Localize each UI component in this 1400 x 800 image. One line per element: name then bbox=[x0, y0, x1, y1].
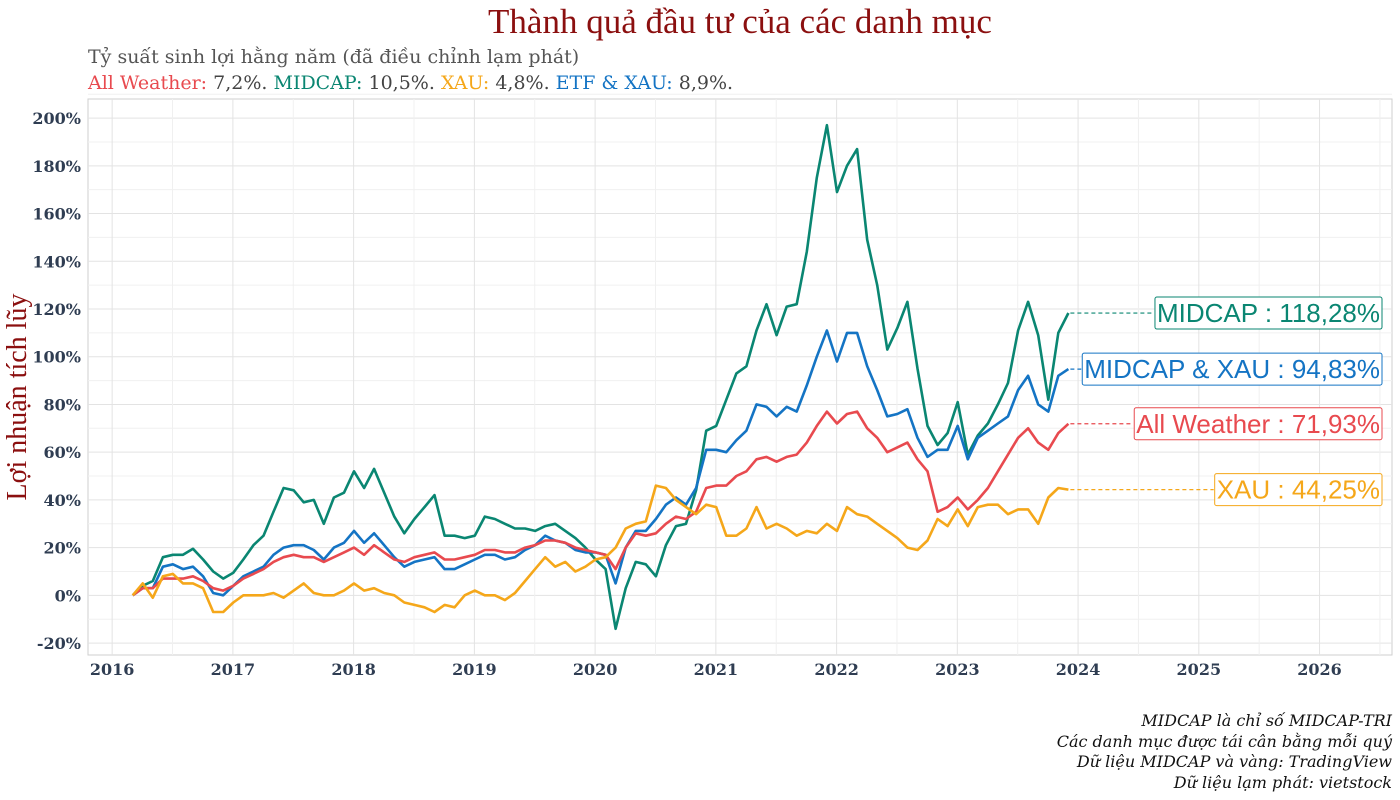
end-label-midcap: MIDCAP : 118,28% bbox=[1154, 296, 1383, 330]
x-tick-label: 2019 bbox=[452, 660, 497, 679]
y-tick-label: 200% bbox=[32, 109, 81, 128]
y-tick-label: 120% bbox=[32, 300, 81, 319]
summary-value-etf-xau: 8,9%. bbox=[678, 72, 734, 94]
y-tick-label: 100% bbox=[32, 348, 81, 367]
summary-name-all-weather: All Weather: bbox=[88, 72, 208, 94]
end-label-box bbox=[1154, 296, 1383, 330]
chart-title: Thành quả đầu tư của các danh mục bbox=[488, 2, 992, 41]
footnote: MIDCAP là chỉ số MIDCAP-TRI bbox=[1141, 711, 1392, 730]
end-label-text: MIDCAP : 118,28% bbox=[1157, 298, 1380, 328]
y-tick-label: 0% bbox=[55, 586, 81, 605]
end-label-text: All Weather : 71,93% bbox=[1136, 409, 1380, 439]
y-axis-label: Lợi nhuận tích lũy bbox=[2, 294, 33, 501]
summary-name-etf-xau: ETF & XAU: bbox=[555, 72, 673, 94]
y-tick-label: 160% bbox=[32, 205, 81, 224]
end-label-box bbox=[1133, 407, 1383, 441]
end-label-text: MIDCAP & XAU : 94,83% bbox=[1084, 354, 1380, 384]
footnote: Dữ liệu lạm phát: vietstock bbox=[1173, 772, 1392, 792]
end-label-box bbox=[1081, 352, 1383, 386]
x-tick-label: 2023 bbox=[935, 660, 980, 679]
end-label-all-weather: All Weather : 71,93% bbox=[1133, 407, 1383, 441]
y-tick-label: 180% bbox=[32, 157, 81, 176]
end-label-box bbox=[1214, 473, 1383, 507]
summary-value-midcap: 10,5%. bbox=[368, 72, 435, 94]
x-tick-label: 2024 bbox=[1056, 660, 1101, 679]
summary-value-all-weather: 7,2%. bbox=[213, 72, 268, 94]
x-tick-label: 2022 bbox=[814, 660, 859, 679]
y-tick-label: 60% bbox=[44, 443, 81, 462]
end-label-xau: XAU : 44,25% bbox=[1214, 473, 1383, 507]
summary-name-xau: XAU: bbox=[440, 72, 490, 94]
x-tick-label: 2016 bbox=[90, 660, 135, 679]
series-line-all-weather bbox=[131, 410, 1070, 597]
x-tick-label: 2018 bbox=[331, 660, 376, 679]
y-tick-label: -20% bbox=[37, 634, 81, 653]
footnote: Dữ liệu MIDCAP và vàng: TradingView bbox=[1076, 752, 1392, 771]
footnote: Các danh mục được tái cân bằng mỗi quý bbox=[1056, 731, 1392, 751]
x-tick-label: 2025 bbox=[1177, 660, 1222, 679]
x-tick-label: 2017 bbox=[211, 660, 256, 679]
footnotes: MIDCAP là chỉ số MIDCAP-TRI Các danh mục… bbox=[1057, 711, 1392, 793]
end-label-text: XAU : 44,25% bbox=[1217, 475, 1380, 505]
series-line-midcap bbox=[131, 123, 1070, 631]
x-tick-label: 2026 bbox=[1297, 660, 1342, 679]
y-tick-label: 40% bbox=[44, 491, 81, 510]
annual-return-summary: All Weather: 7,2%. MIDCAP: 10,5%. XAU: 4… bbox=[88, 72, 733, 94]
y-tick-label: 80% bbox=[44, 395, 81, 414]
end-label-midcap-xau: MIDCAP & XAU : 94,83% bbox=[1081, 352, 1383, 386]
chart-subtitle: Tỷ suất sinh lợi hằng năm (đã điều chỉnh… bbox=[88, 46, 580, 68]
x-tick-label: 2021 bbox=[694, 660, 739, 679]
y-tick-label: 140% bbox=[32, 252, 81, 271]
summary-value-xau: 4,8%. bbox=[495, 72, 550, 94]
x-tick-label: 2020 bbox=[573, 660, 618, 679]
series-line-xau bbox=[131, 484, 1069, 614]
summary-name-midcap: MIDCAP: bbox=[273, 72, 363, 94]
y-tick-label: 20% bbox=[44, 539, 81, 558]
